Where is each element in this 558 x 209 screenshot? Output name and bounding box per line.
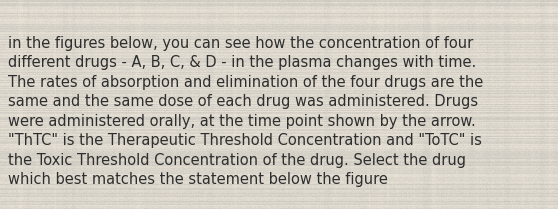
Text: in the figures below, you can see how the concentration of four
different drugs : in the figures below, you can see how th… bbox=[8, 36, 484, 187]
